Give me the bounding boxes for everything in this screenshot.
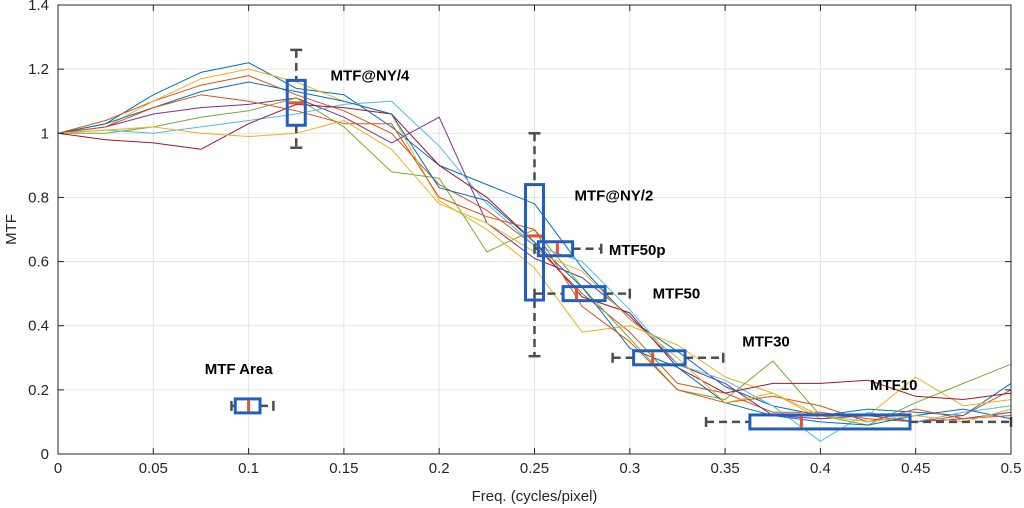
box (632, 349, 687, 367)
annotation-mtf-ny-4: MTF@NY/4 (331, 67, 410, 84)
x-tick-label: 0.25 (520, 460, 549, 477)
boxplots (230, 48, 1013, 431)
annotation-mtf-area: MTF Area (205, 361, 273, 378)
y-tick-label: 1 (41, 125, 49, 142)
box (536, 240, 575, 258)
y-tick-label: 0.6 (28, 254, 49, 271)
y-tick-label: 0.2 (28, 382, 49, 399)
axis-ticks: 0 0.05 0.1 0.15 0.2 0.25 0.3 0.35 0.4 0.45 0.5 0 0.2… (28, 0, 1021, 477)
x-tick-label: 0.15 (329, 460, 358, 477)
x-tick-label: 0.3 (619, 460, 640, 477)
x-tick-label: 0.4 (810, 460, 831, 477)
series-line-s9 (57, 94, 1012, 423)
x-tick-label: 0.05 (139, 460, 168, 477)
x-tick-label: 0 (54, 460, 62, 477)
boxplot-mtf50p (533, 240, 603, 258)
box (233, 397, 262, 415)
annotation-mtf30: MTF30 (742, 334, 790, 351)
box (748, 413, 912, 431)
y-axis-label: MTF (3, 214, 20, 245)
annotation-mtf10: MTF10 (870, 377, 918, 394)
x-tick-label: 0.45 (901, 460, 930, 477)
x-tick-label: 0.35 (710, 460, 739, 477)
series-line-s8 (57, 81, 1012, 426)
boxplot-mtf30 (611, 349, 725, 367)
y-tick-label: 0 (41, 446, 49, 463)
annotation-mtf-ny-2: MTF@NY/2 (575, 188, 654, 205)
x-tick-label: 0.5 (1001, 460, 1022, 477)
box (561, 285, 607, 303)
y-tick-label: 0.4 (28, 318, 49, 335)
y-tick-label: 1.2 (28, 61, 49, 78)
boxplot-mtf-ny-4 (285, 48, 307, 149)
x-axis-label: Freq. (cycles/pixel) (472, 488, 598, 505)
y-tick-label: 0.8 (28, 189, 49, 206)
annotation-mtf50p: MTF50p (609, 242, 666, 259)
boxplot-mtf50 (533, 285, 632, 303)
y-tick-label: 1.4 (28, 0, 49, 14)
annotations: MTF@NY/4 MTF@NY/2 MTF50p MTF50 MTF30 MTF10 MTF… (205, 67, 918, 393)
x-tick-label: 0.1 (238, 460, 259, 477)
boxplot-mtf-area (230, 397, 275, 415)
annotation-mtf50: MTF50 (653, 285, 701, 302)
series-line-s1 (57, 62, 1012, 416)
x-tick-label: 0.2 (429, 460, 450, 477)
box (285, 78, 307, 127)
